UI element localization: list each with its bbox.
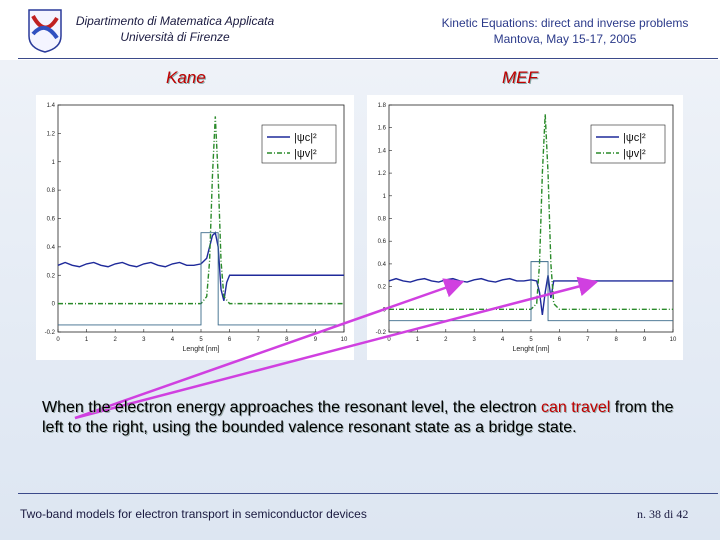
y-tick-label: 0.8	[47, 188, 56, 194]
x-tick-label: 3	[473, 337, 477, 343]
y-tick-label: 0.8	[378, 217, 387, 223]
explanation-text: When the electron energy approaches the …	[42, 398, 682, 438]
y-tick-label: 1.8	[378, 103, 387, 109]
legend-label: |ψv|²	[294, 148, 317, 160]
conference-title: Kinetic Equations: direct and inverse pr…	[441, 16, 689, 30]
x-tick-label: 0	[387, 337, 391, 343]
legend-label: |ψc|²	[294, 132, 317, 144]
x-tick-label: 10	[341, 337, 348, 343]
y-tick-label: 1.4	[378, 148, 387, 154]
university-logo	[25, 8, 65, 54]
arrow-to-kane-transmission	[74, 278, 465, 420]
x-tick-label: 5	[199, 337, 203, 343]
header-divider	[18, 58, 718, 59]
chart-kane: 0 1 2 3 4 5 6 7 8 9 10 -0.2 0 0.2 0.4 0.6 0.8 1 1.2 1.4 Leng…	[36, 95, 354, 360]
legend-box	[590, 124, 666, 164]
legend-label: |ψc|²	[623, 132, 646, 144]
chart-mef-svg: 012345678910-0.200.20.40.60.811.21.41.61…	[376, 103, 677, 353]
x-axis-label: Lenght [nm]	[513, 346, 550, 353]
conference-place-date: Mantova, May 15-17, 2005	[493, 32, 637, 46]
x-tick-label: 1	[85, 337, 89, 343]
conference-header: Kinetic Equations: direct and inverse pr…	[420, 15, 710, 47]
x-tick-label: 6	[558, 337, 562, 343]
y-tick-label: 0.2	[47, 273, 56, 279]
chart-kane-svg: 0 1 2 3 4 5 6 7 8 9 10-0.200.20.40.60.811.21.4Leng…	[45, 103, 348, 353]
y-tick-label: 0.6	[378, 239, 387, 245]
page-number: n. 38 di 42	[637, 507, 689, 521]
y-tick-label: 0.4	[378, 262, 387, 268]
y-tick-label: 1.6	[378, 126, 387, 132]
caption-part-3: from the left to the right, using the bo…	[42, 399, 674, 436]
x-axis-label: Lenght [nm]	[183, 346, 220, 353]
university-name: Università di Firenze	[120, 30, 230, 44]
x-tick-label: 3	[142, 337, 146, 343]
x-tick-label: 10	[670, 337, 677, 343]
potential-profile-line	[389, 261, 673, 322]
y-tick-label: 0.6	[47, 217, 56, 223]
y-tick-label: 1	[52, 160, 56, 166]
x-tick-label: 9	[643, 337, 647, 343]
x-tick-label: 8	[285, 337, 289, 343]
caption-highlight: can travel	[540, 399, 611, 416]
conduction-wavefunction-line	[57, 231, 344, 301]
x-tick-label: 9	[314, 337, 318, 343]
footer-title: Two-band models for electron transport i…	[20, 507, 367, 521]
x-tick-label: 4	[171, 337, 175, 343]
legend-label: |ψv|²	[623, 148, 646, 160]
x-tick-label: 6	[228, 337, 232, 343]
arrow-to-mef-transmission	[74, 276, 599, 420]
x-tick-label: 8	[615, 337, 619, 343]
institution-header: Dipartimento di Matematica Applicata Uni…	[60, 13, 290, 45]
y-tick-label: 0.4	[47, 245, 56, 251]
chart-mef: 012345678910-0.200.20.40.60.811.21.41.61…	[367, 95, 683, 360]
x-tick-label: 2	[114, 337, 118, 343]
valence-wavefunction-line	[58, 116, 344, 305]
y-tick-label: 1	[383, 194, 387, 200]
x-tick-label: 7	[257, 337, 261, 343]
valence-wavefunction-line	[389, 114, 673, 311]
legend-box	[261, 124, 337, 164]
x-tick-label: 5	[529, 337, 533, 343]
x-tick-label: 2	[444, 337, 448, 343]
y-tick-label: 1.2	[47, 131, 56, 137]
department-name: Dipartimento di Matematica Applicata	[75, 14, 275, 28]
x-tick-label: 4	[501, 337, 505, 343]
y-tick-label: 1.4	[47, 103, 56, 109]
caption-part-1: When the electron energy approaches the …	[42, 399, 541, 416]
y-tick-label: 0	[52, 302, 56, 308]
y-tick-label: -0.2	[376, 330, 387, 336]
y-tick-label: -0.2	[45, 330, 56, 336]
x-tick-label: 1	[416, 337, 420, 343]
footer-divider	[18, 493, 718, 494]
plot-title-mef: MEF	[502, 68, 538, 87]
plot-title-kane: Kane	[166, 68, 206, 87]
y-tick-label: 1.2	[378, 171, 387, 177]
x-tick-label: 0	[56, 337, 60, 343]
y-tick-label: 0.2	[378, 285, 387, 291]
x-tick-label: 7	[586, 337, 590, 343]
potential-profile-line	[58, 232, 344, 326]
